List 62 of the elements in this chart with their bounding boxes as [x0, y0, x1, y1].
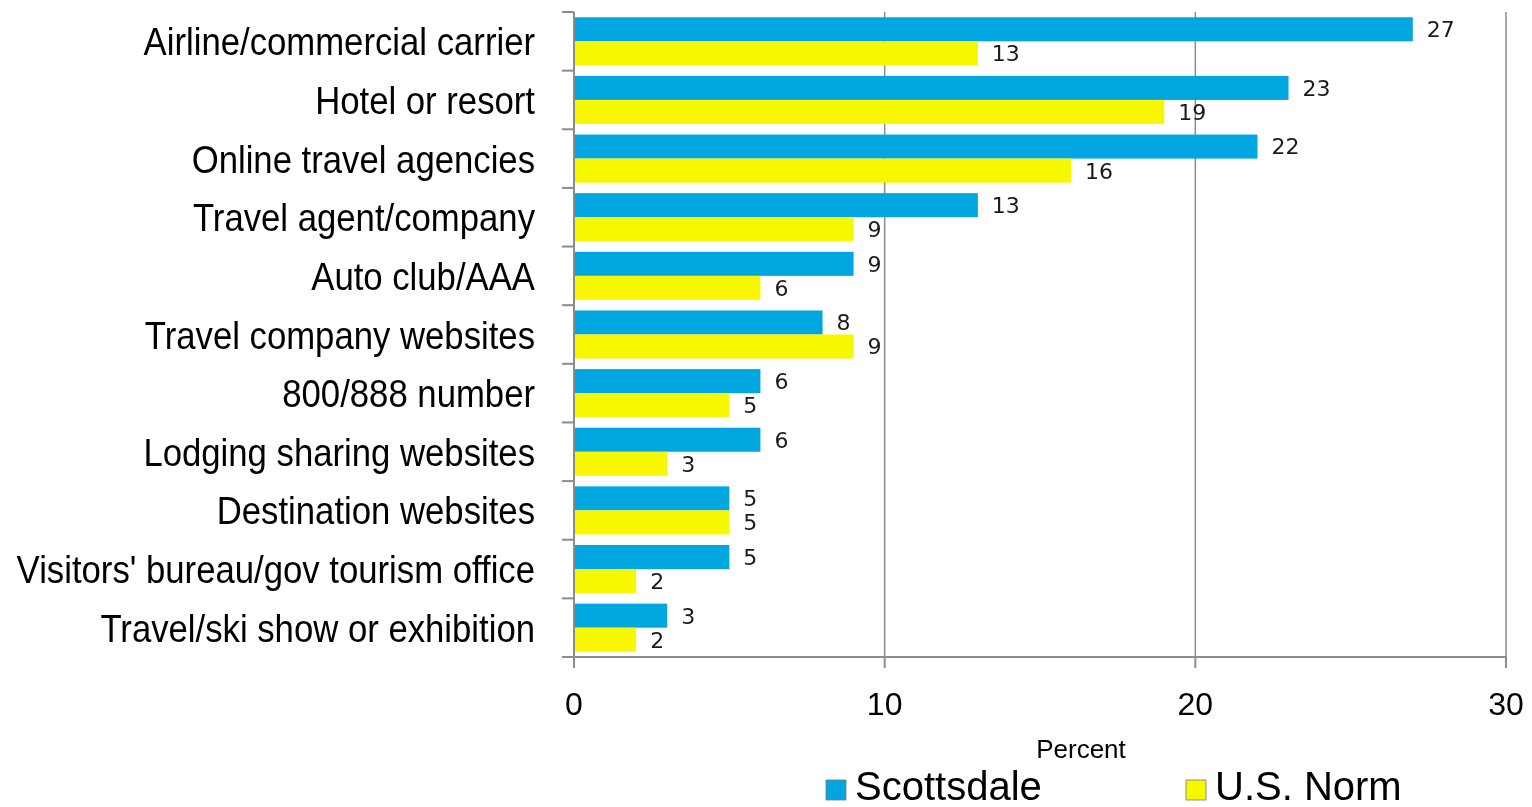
bar [574, 310, 823, 335]
bar [574, 510, 730, 535]
y-tick-label: Hotel or resort [315, 79, 535, 123]
y-tick-label: Airline/commercial carrier [143, 20, 535, 64]
bar [574, 275, 761, 300]
bar [574, 193, 978, 218]
y-tick-label: Auto club/AAA [311, 255, 536, 299]
y-tick-label: Travel/ski show or exhibition [100, 606, 535, 651]
x-axis-title: Percent [1036, 734, 1127, 764]
bar [574, 158, 1072, 183]
data-label: 13 [991, 193, 1020, 219]
bar [574, 334, 854, 359]
data-label: 6 [774, 275, 789, 301]
data-label: 3 [681, 603, 696, 629]
x-tick-label: 10 [866, 686, 903, 722]
y-tick-label: Destination websites [216, 489, 535, 533]
data-label: 5 [743, 544, 758, 570]
legend-label: U.S. Norm [1215, 764, 1402, 807]
bar [574, 99, 1165, 124]
data-label: 6 [774, 369, 789, 395]
bar [574, 427, 761, 452]
y-tick-label: Visitors' bureau/gov tourism office [16, 548, 535, 592]
y-tick-label: Lodging sharing websites [143, 430, 535, 475]
bar [574, 627, 637, 652]
data-label: 5 [743, 486, 758, 512]
y-tick-label: Online travel agencies [191, 137, 535, 182]
y-tick-label: Travel agent/company [192, 196, 536, 240]
data-label: 13 [991, 41, 1020, 67]
data-label: 8 [836, 310, 851, 336]
data-label: 3 [681, 451, 696, 477]
bar [574, 217, 854, 242]
data-label: 6 [774, 427, 789, 453]
data-label: 5 [743, 393, 758, 419]
data-label: 2 [650, 568, 665, 594]
x-tick-label: 30 [1488, 686, 1524, 722]
bar [574, 603, 668, 628]
bar [574, 251, 854, 276]
y-tick-label: Travel company websites [144, 313, 535, 357]
x-tick-label: 0 [565, 686, 583, 722]
data-label: 22 [1271, 134, 1300, 160]
bar [574, 17, 1413, 42]
data-label: 9 [867, 334, 882, 360]
bar [574, 545, 730, 570]
bar [574, 451, 668, 476]
data-label: 16 [1085, 158, 1114, 184]
bar [574, 75, 1289, 100]
data-label: 19 [1178, 99, 1207, 125]
data-label: 9 [867, 251, 882, 277]
y-tick-label: 800/888 number [282, 372, 535, 416]
data-label: 5 [743, 510, 758, 536]
data-label: 2 [650, 627, 665, 653]
bar [574, 369, 761, 394]
data-label: 9 [867, 217, 882, 243]
bar [574, 134, 1258, 159]
data-label: 23 [1302, 75, 1331, 101]
bar [574, 486, 730, 511]
x-tick-label: 20 [1177, 686, 1214, 722]
data-label: 27 [1426, 17, 1455, 43]
legend-label: Scottsdale [855, 764, 1042, 807]
bar [574, 569, 637, 594]
bar [574, 41, 978, 66]
bar [574, 393, 730, 418]
